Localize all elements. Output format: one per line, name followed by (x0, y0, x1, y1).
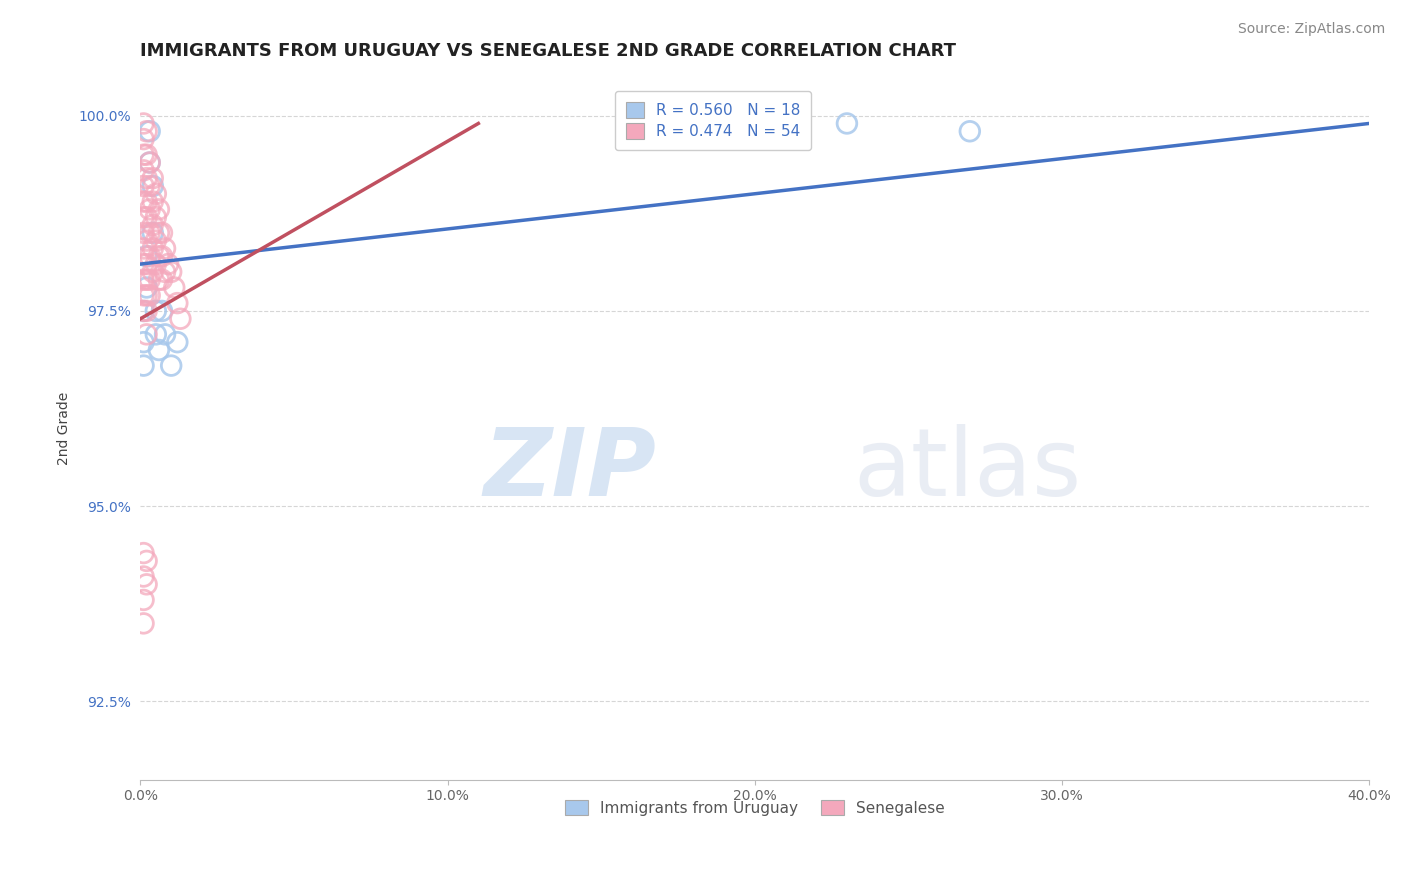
Point (145, 304, 167, 318)
Point (142, 242, 165, 256)
Point (132, 593, 155, 607)
Point (150, 249, 173, 263)
Point (135, 327, 157, 342)
Point (135, 249, 157, 263)
Point (132, 226, 155, 240)
Point (150, 226, 173, 240)
Text: atlas: atlas (853, 425, 1081, 516)
Point (145, 186, 167, 201)
Point (142, 218, 165, 232)
Point (142, 265, 165, 279)
Point (142, 178, 165, 193)
Point (148, 202, 170, 217)
Point (142, 194, 165, 209)
Point (153, 242, 176, 256)
Point (163, 280, 186, 294)
Point (132, 304, 155, 318)
Point (169, 311, 191, 326)
Point (138, 288, 160, 302)
Point (132, 116, 155, 130)
Point (138, 273, 160, 287)
Point (132, 359, 155, 373)
Point (138, 202, 160, 217)
Point (138, 226, 160, 240)
Point (142, 171, 165, 186)
Point (132, 132, 155, 146)
Point (135, 554, 157, 568)
Point (135, 210, 157, 224)
Text: ZIP: ZIP (484, 425, 657, 516)
Point (138, 249, 160, 263)
Point (132, 194, 155, 209)
Legend: Immigrants from Uruguay, Senegalese: Immigrants from Uruguay, Senegalese (555, 790, 953, 825)
Text: Source: ZipAtlas.com: Source: ZipAtlas.com (1237, 22, 1385, 37)
Point (148, 226, 170, 240)
Point (145, 210, 167, 224)
Point (145, 327, 167, 342)
Point (135, 577, 157, 591)
Point (150, 304, 173, 318)
Point (132, 178, 155, 193)
Point (135, 304, 157, 318)
Point (132, 210, 155, 224)
Point (157, 257, 180, 271)
Point (132, 242, 155, 256)
Point (148, 249, 170, 263)
Point (166, 335, 188, 350)
Point (145, 234, 167, 248)
Point (132, 304, 155, 318)
Point (148, 343, 170, 357)
Point (135, 147, 157, 161)
Y-axis label: 2nd Grade: 2nd Grade (58, 392, 72, 465)
Point (135, 124, 157, 138)
Point (135, 257, 157, 271)
Point (135, 194, 157, 209)
Point (160, 359, 183, 373)
Point (138, 178, 160, 193)
Point (132, 335, 155, 350)
Point (135, 234, 157, 248)
Point (150, 273, 173, 287)
Point (145, 257, 167, 271)
Point (135, 280, 157, 294)
Point (148, 273, 170, 287)
Point (166, 296, 188, 310)
Point (835, 116, 858, 130)
Text: IMMIGRANTS FROM URUGUAY VS SENEGALESE 2ND GRADE CORRELATION CHART: IMMIGRANTS FROM URUGUAY VS SENEGALESE 2N… (141, 42, 956, 60)
Point (132, 288, 155, 302)
Point (138, 124, 160, 138)
Point (132, 273, 155, 287)
Point (132, 147, 155, 161)
Point (138, 155, 160, 169)
Point (138, 155, 160, 169)
Point (135, 288, 157, 302)
Point (132, 616, 155, 631)
Point (132, 257, 155, 271)
Point (135, 273, 157, 287)
Point (153, 265, 176, 279)
Point (132, 569, 155, 583)
Point (153, 327, 176, 342)
Point (142, 226, 165, 240)
Point (132, 163, 155, 178)
Point (135, 171, 157, 186)
Point (160, 265, 183, 279)
Point (132, 546, 155, 560)
Point (959, 124, 981, 138)
